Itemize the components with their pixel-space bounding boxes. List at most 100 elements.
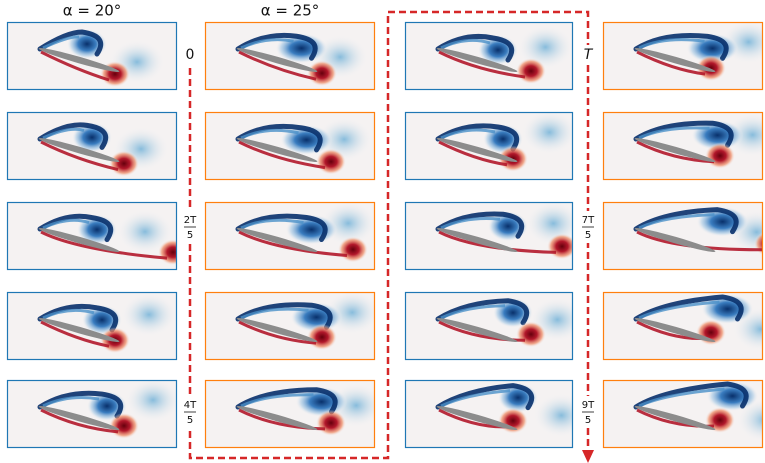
- time-label: T: [584, 47, 594, 63]
- flow-panel: [602, 201, 764, 271]
- shear-layer: [435, 298, 530, 326]
- wake-vortex: [125, 380, 177, 423]
- flow-panel: [404, 379, 574, 449]
- red-vortex: [109, 150, 139, 177]
- red-layer: [40, 320, 110, 348]
- field: [7, 202, 177, 270]
- airfoil: [38, 48, 120, 72]
- panel-border: [602, 379, 764, 449]
- field: [603, 22, 763, 90]
- flow-panel: [404, 291, 574, 361]
- panel-border: [204, 291, 376, 361]
- red-vortex: [316, 148, 346, 175]
- shear-layer: [37, 29, 104, 57]
- red-vortex: [307, 60, 337, 87]
- shear-layer-outer: [42, 308, 95, 320]
- red-layer: [40, 50, 110, 82]
- flow-panel: [602, 291, 764, 361]
- red-layer: [238, 320, 317, 345]
- shear-layer-outer: [638, 213, 715, 230]
- panel-border: [404, 291, 574, 361]
- fraction-denominator: 5: [585, 230, 591, 241]
- shear-layer-outer: [240, 393, 314, 408]
- fraction-denominator: 5: [585, 415, 591, 426]
- panel-border: [404, 21, 574, 91]
- field: [603, 380, 763, 448]
- red-layer: [40, 408, 119, 434]
- red-layer: [40, 230, 168, 260]
- fraction-numerator: 4T: [184, 400, 197, 411]
- airfoil: [38, 138, 120, 162]
- shear-layer: [37, 122, 109, 150]
- field: [7, 292, 177, 360]
- red-vortex: [307, 324, 337, 351]
- airfoil: [38, 228, 120, 252]
- shear-layer-outer: [638, 126, 710, 140]
- shear-layer-outer: [42, 218, 90, 230]
- column-header: α = 20°: [63, 2, 122, 20]
- wake-vortex: [521, 112, 573, 155]
- field: [405, 292, 573, 360]
- airfoil: [436, 318, 518, 342]
- shear-layer: [633, 207, 739, 235]
- shear-layer: [633, 120, 734, 148]
- shear-layer-outer: [42, 35, 80, 50]
- panel-border: [404, 201, 574, 271]
- shear-layer-outer: [240, 128, 299, 140]
- airfoil: [634, 406, 716, 430]
- red-layer: [238, 50, 317, 81]
- flow-panel: [404, 111, 574, 181]
- fraction-denominator: 5: [187, 230, 193, 241]
- panel-grid: [6, 21, 764, 449]
- field: [405, 380, 573, 448]
- wake-vortex: [533, 393, 573, 438]
- shear-layer: [37, 213, 114, 243]
- panel-border: [204, 379, 376, 449]
- panel-border: [6, 291, 178, 361]
- shear-layer-outer: [440, 389, 511, 408]
- airfoil: [236, 48, 318, 72]
- time-labels: 0 2T 5 4T 5 T 7T 5 9T 5: [181, 45, 597, 428]
- field: [7, 22, 177, 90]
- field: [603, 292, 763, 360]
- red-layer: [438, 50, 526, 79]
- red-layer: [636, 50, 706, 76]
- shear-layer: [235, 32, 318, 61]
- red-vortex: [516, 58, 546, 85]
- fraction-numerator: 7T: [582, 215, 595, 226]
- panel-border: [204, 111, 376, 181]
- time-path: [188, 10, 590, 460]
- field: [205, 292, 375, 360]
- red-vortex: [338, 236, 368, 263]
- field: [205, 380, 375, 448]
- red-vortex: [516, 321, 546, 348]
- flow-panel: [6, 201, 178, 271]
- shear-layer: [435, 123, 520, 152]
- panel-border: [602, 21, 764, 91]
- time-arrow: [582, 450, 594, 463]
- panel-border: [404, 111, 574, 181]
- flow-panel: [6, 379, 178, 449]
- flow-panel: [602, 379, 764, 449]
- flow-panel: [204, 291, 376, 361]
- airfoil: [236, 406, 318, 430]
- shear-layer: [235, 302, 333, 330]
- shear-layer: [37, 303, 119, 333]
- red-vortex: [705, 142, 735, 169]
- flow-panel: [204, 379, 376, 449]
- field: [405, 22, 573, 90]
- field: [7, 380, 177, 448]
- field: [603, 202, 763, 270]
- red-layer: [636, 140, 715, 164]
- red-layer: [238, 140, 326, 170]
- shear-layer-outer: [638, 38, 705, 50]
- shear-layer-outer: [42, 396, 100, 408]
- red-vortex: [316, 409, 346, 436]
- shear-layer: [633, 381, 749, 410]
- field: [7, 112, 177, 180]
- shear-layer: [235, 387, 338, 415]
- panel-border: [6, 21, 178, 91]
- field: [405, 202, 573, 270]
- panel-border: [6, 379, 178, 449]
